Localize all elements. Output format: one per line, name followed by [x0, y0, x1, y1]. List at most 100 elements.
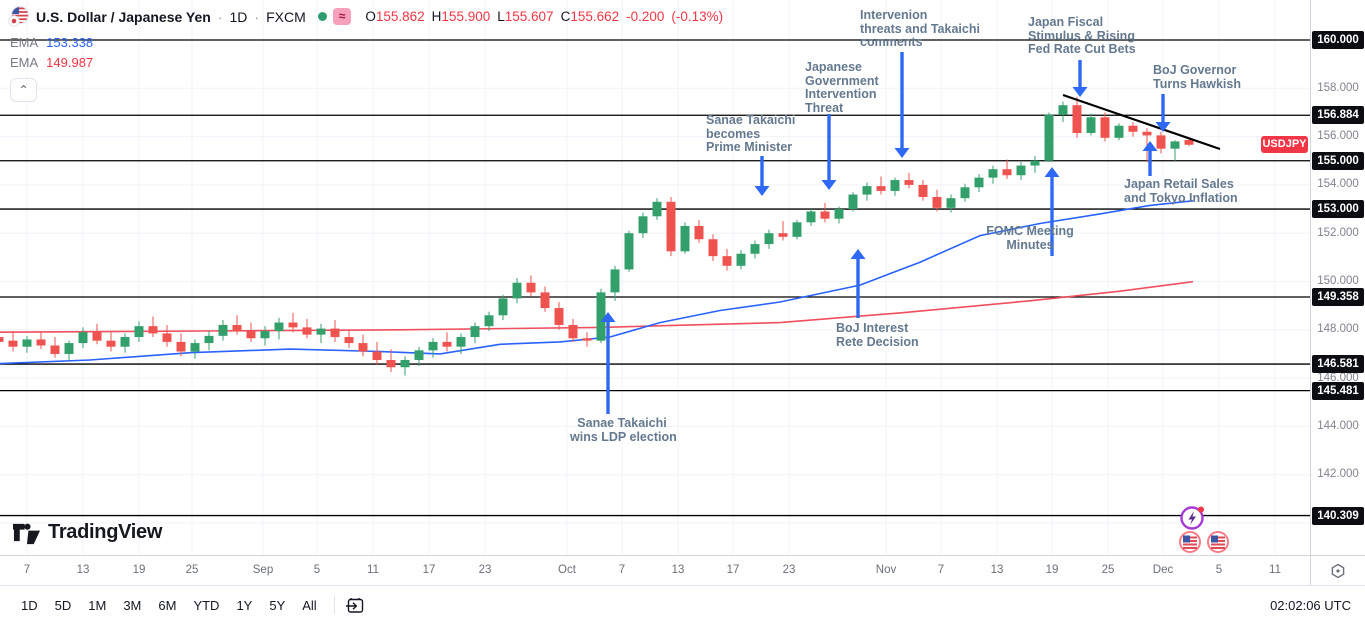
separator: ·	[254, 8, 260, 25]
candle-body	[22, 339, 32, 347]
range-button-ytd[interactable]: YTD	[193, 597, 220, 613]
annotation-arrowhead	[1155, 122, 1171, 132]
candle-body	[792, 222, 802, 237]
candle-body	[1128, 125, 1138, 132]
ema-fast-legend[interactable]: EMA 153.338	[10, 35, 93, 50]
price-level-badge: 149.358	[1312, 288, 1364, 306]
candle-body	[1072, 105, 1082, 133]
clock-utc[interactable]: 02:02:06 UTC	[1270, 597, 1351, 613]
ema-fast-value: 153.338	[46, 35, 94, 50]
exchange-label[interactable]: FXCM	[266, 8, 306, 25]
collapse-legend-button[interactable]: ⌃	[10, 78, 37, 102]
candle-body	[974, 177, 984, 188]
candle-body	[400, 359, 410, 368]
price-level-badge: 145.481	[1312, 381, 1364, 400]
range-button-1m[interactable]: 1M	[88, 597, 107, 613]
price-level-badge: 160.000	[1312, 31, 1364, 49]
range-button-6m[interactable]: 6M	[158, 597, 177, 613]
candle-body	[638, 216, 648, 234]
price-axis[interactable]: 158.000 156.000 154.000 152.000 150.000 148.0…	[1310, 0, 1365, 585]
candle-body	[778, 233, 788, 237]
time-axis-label: 13	[671, 564, 685, 576]
price-source-icon[interactable]	[1330, 563, 1346, 579]
time-axis-label: 7	[937, 564, 945, 576]
descending-trendline[interactable]	[1062, 93, 1221, 151]
candle-body	[568, 324, 578, 339]
candle-body	[204, 335, 214, 344]
calendar-goto-icon	[345, 598, 363, 613]
axis-corner	[1310, 555, 1365, 585]
annotation-line: Fed Rate Cut Bets	[1028, 42, 1136, 56]
tradingview-logo-icon	[13, 523, 40, 545]
candle-body	[988, 169, 998, 178]
usdjpy-pair-flag-icon	[8, 6, 29, 27]
annotation-line: Japan Retail Sales	[1124, 177, 1234, 191]
close-label: C	[560, 9, 571, 24]
candle-body	[1030, 160, 1040, 166]
go-to-date-button[interactable]	[345, 595, 366, 615]
range-button-all[interactable]: All	[302, 597, 317, 613]
annotation-japan-retail[interactable]: Japan Retail Sales and Tokyo Inflation	[1124, 177, 1238, 205]
candle-body	[610, 269, 620, 293]
range-button-5y[interactable]: 5Y	[269, 597, 286, 613]
annotation-line: Intervenion	[860, 8, 928, 22]
time-axis-label: 11	[1269, 564, 1281, 576]
chart-pane[interactable]: Sanae Takaichi wins LDP election Sanae Tak…	[0, 0, 1310, 555]
candle-body	[554, 308, 564, 325]
annotation-line: Prime Minister	[706, 140, 793, 154]
toolbar-divider	[333, 596, 335, 614]
time-axis-label: 13	[76, 564, 90, 576]
time-axis-label: 25	[185, 564, 199, 576]
candle-body	[1156, 135, 1166, 149]
candle-body	[148, 326, 158, 334]
candle-body	[876, 186, 886, 191]
range-button-5d[interactable]: 5D	[54, 597, 72, 613]
candle-body	[330, 328, 340, 338]
market-status-dot-icon[interactable]	[317, 12, 327, 21]
annotation-intervention-threats[interactable]: Intervenion threats and Takaichi comments	[860, 8, 980, 50]
ema-slow-legend[interactable]: EMA 149.987	[10, 55, 93, 70]
annotation-boj-rate[interactable]: BoJ Interest Rete Decision	[836, 321, 919, 349]
annotation-boj-hawkish[interactable]: BoJ Governor Turns Hawkish	[1153, 63, 1241, 91]
annotation-japan-fiscal[interactable]: Japan Fiscal Stimulus & Rising Fed Rate Cu…	[1028, 15, 1136, 57]
candle-body	[274, 322, 284, 332]
symbol-header: U.S. Dollar / Japanese Yen · 1D · FXCM ≈…	[8, 6, 723, 27]
annotation-line: Rete Decision	[836, 334, 919, 349]
symbol-title[interactable]: U.S. Dollar / Japanese Yen	[36, 8, 211, 25]
candle-body	[1142, 131, 1152, 136]
time-axis-label: 23	[478, 564, 492, 576]
annotation-fomc-minutes[interactable]: FOMC Meeting Minutes	[984, 224, 1076, 252]
approximate-data-badge[interactable]: ≈	[332, 8, 352, 25]
candle-body	[862, 186, 872, 195]
candle-body	[904, 180, 914, 185]
ema-line[interactable]	[0, 200, 1194, 365]
candle-body	[1058, 105, 1068, 115]
candle-body	[820, 211, 830, 219]
annotation-sanae-ldp[interactable]: Sanae Takaichi wins LDP election	[570, 416, 677, 444]
range-button-1y[interactable]: 1Y	[236, 597, 253, 613]
ema-line[interactable]	[0, 280, 1194, 333]
candle-body	[372, 351, 382, 360]
candle-body	[918, 184, 928, 197]
economic-events-icons[interactable]	[1178, 503, 1238, 553]
interval-label[interactable]: 1D	[229, 8, 248, 25]
annotation-japan-gov-intervention[interactable]: Japanese Government Intervention Threat	[805, 60, 879, 115]
time-axis-label: 13	[990, 564, 1004, 576]
candle-body	[386, 359, 396, 368]
candle-body	[442, 341, 452, 347]
candle-body	[680, 225, 690, 252]
price-level-badge: 155.000	[1312, 151, 1364, 170]
time-axis[interactable]: 7 13 19 25 Sep 5 11 17 23 Oct 7 13 17 23 Nov 7 13 19 25 Dec…	[0, 555, 1310, 585]
price-axis-label: 148.000	[1317, 323, 1359, 336]
time-axis-label: 19	[1045, 564, 1059, 576]
candle-body	[666, 201, 676, 252]
range-button-1d[interactable]: 1D	[21, 597, 38, 613]
candle-body	[470, 326, 480, 338]
candle-body	[946, 198, 956, 208]
annotation-sanae-pm[interactable]: Sanae Takaichi becomes Prime Minister	[706, 113, 795, 155]
range-button-3m[interactable]: 3M	[123, 597, 142, 613]
change-percent: (-0.13%)	[671, 9, 724, 24]
annotation-arrowhead	[1044, 167, 1060, 177]
price-level-badge: 156.884	[1312, 106, 1364, 125]
candle-body	[484, 315, 494, 327]
